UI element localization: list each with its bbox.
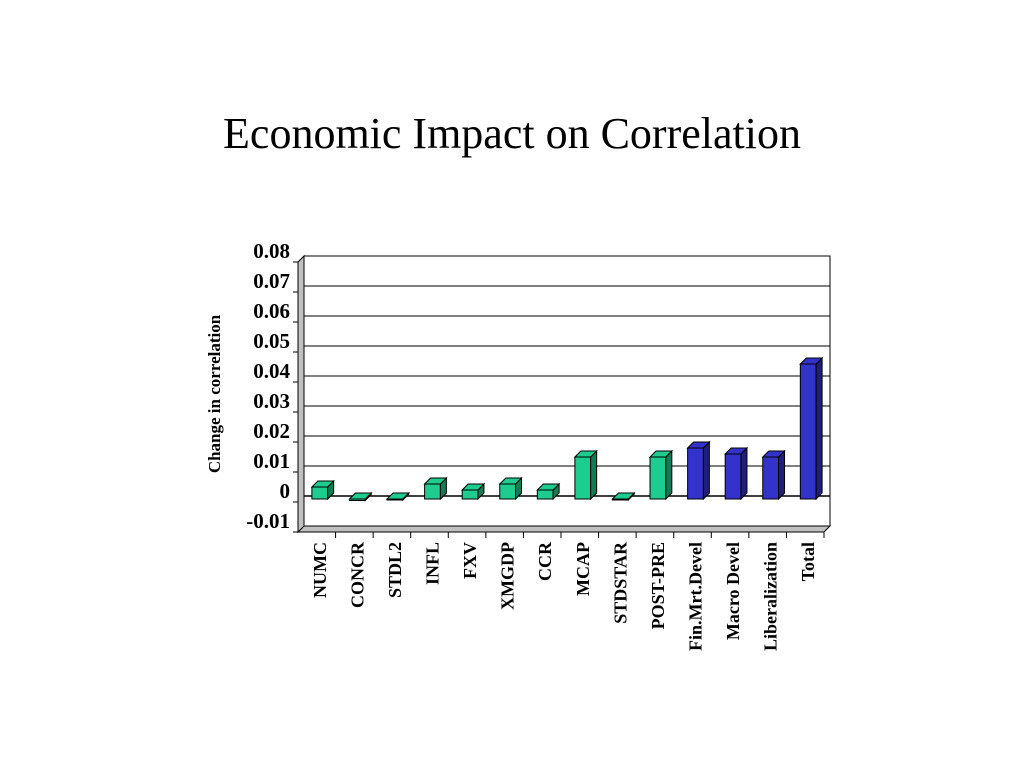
bar-front bbox=[536, 489, 554, 500]
x-tick-label: CONCR bbox=[347, 541, 367, 608]
x-tick-label: Total bbox=[798, 542, 818, 581]
bar-numc bbox=[310, 479, 335, 501]
bar-side bbox=[702, 440, 710, 501]
bar-front bbox=[762, 456, 780, 500]
y-tick-label: -0.01 bbox=[246, 509, 290, 533]
bar-top bbox=[423, 477, 448, 485]
bar-top bbox=[310, 480, 335, 488]
bar-stdstar bbox=[611, 491, 636, 502]
y-tick-label: 0 bbox=[280, 479, 291, 503]
bar-side bbox=[815, 356, 823, 501]
bar-top bbox=[536, 483, 561, 491]
x-tick-label: XMGDP bbox=[498, 542, 518, 610]
y-tick-label: 0.01 bbox=[253, 449, 290, 473]
x-tick-label: FXV bbox=[460, 542, 480, 579]
axes: 0.08 0.07 0.06 0.05 0.04 0.03 0.02 0.01 0 -0.01 NU… bbox=[246, 239, 825, 651]
y-axis-label: Change in correlation bbox=[205, 314, 224, 473]
bar-front bbox=[461, 489, 479, 500]
bar-front bbox=[799, 363, 817, 500]
x-tick-label: MCAP bbox=[573, 542, 593, 596]
bar-xmgdp bbox=[498, 476, 523, 501]
bar-top bbox=[460, 483, 486, 491]
x-tick-label: CCR bbox=[535, 541, 555, 581]
bar-front bbox=[649, 456, 667, 500]
chart-floor bbox=[296, 525, 832, 533]
bar-fxv bbox=[460, 482, 486, 501]
bar-top bbox=[385, 492, 411, 500]
y-tick-label: 0.05 bbox=[253, 329, 290, 353]
bar-front bbox=[424, 483, 441, 500]
bar-total bbox=[799, 356, 824, 501]
x-tick-label: Macro Devel bbox=[723, 542, 743, 640]
bar-ccr bbox=[536, 482, 561, 501]
bar-front bbox=[311, 486, 329, 500]
bar-top bbox=[723, 447, 749, 455]
bar-side bbox=[665, 449, 673, 501]
bar-stdl2 bbox=[385, 491, 411, 502]
plot-area bbox=[296, 254, 832, 534]
y-tick-label: 0.08 bbox=[253, 239, 290, 263]
bar-top bbox=[799, 357, 824, 365]
bar-top bbox=[648, 450, 674, 458]
bar-macro-devel bbox=[723, 446, 749, 501]
x-tick-label: Fin.Mrt.Devel bbox=[686, 542, 706, 651]
chart-side-wall bbox=[297, 254, 305, 534]
bar-top bbox=[348, 492, 373, 500]
y-tick-label: 0.03 bbox=[253, 389, 290, 413]
bar-fin-mrt-devel bbox=[686, 440, 711, 501]
x-tick-label: POST-PRE bbox=[648, 542, 668, 629]
bar-front bbox=[724, 453, 742, 500]
bar-post-pre bbox=[648, 449, 674, 501]
bar-top bbox=[498, 477, 523, 485]
bars bbox=[310, 356, 824, 502]
y-tick-label: 0.07 bbox=[253, 269, 290, 293]
y-tick-label: 0.04 bbox=[253, 359, 290, 383]
y-tick-label: 0.02 bbox=[253, 419, 290, 443]
x-tick-label: INFL bbox=[423, 542, 443, 585]
x-tick-label: STDL2 bbox=[385, 542, 405, 598]
bar-concr bbox=[348, 491, 373, 502]
bar-top bbox=[686, 441, 711, 449]
bar-infl bbox=[423, 476, 448, 501]
x-tick-label: STDSTAR bbox=[610, 541, 630, 624]
bar-side bbox=[740, 446, 748, 501]
bar-front bbox=[499, 483, 517, 500]
y-tick-label: 0.06 bbox=[253, 299, 290, 323]
bar-top bbox=[761, 450, 786, 458]
bar-side bbox=[590, 449, 598, 501]
plot-background bbox=[303, 255, 831, 527]
bar-top bbox=[611, 492, 636, 500]
bar-side bbox=[778, 449, 786, 501]
bar-front bbox=[574, 456, 592, 500]
slide-title: Economic Impact on Correlation bbox=[223, 109, 801, 158]
bar-mcap bbox=[573, 449, 598, 501]
bar-liberalization bbox=[761, 449, 786, 501]
x-tick-label: Liberalization bbox=[761, 542, 781, 651]
x-tick-label: NUMC bbox=[310, 542, 330, 598]
bar-front bbox=[687, 447, 704, 500]
bar-top bbox=[573, 450, 598, 458]
